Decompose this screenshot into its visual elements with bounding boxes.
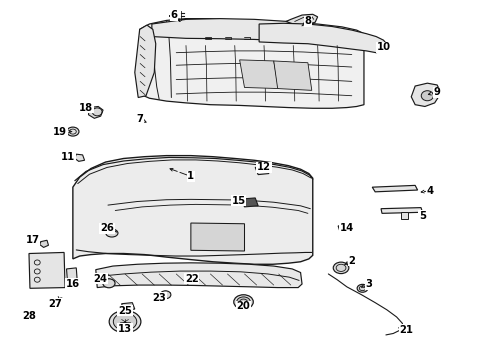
Ellipse shape (236, 297, 250, 307)
Text: 26: 26 (100, 224, 114, 233)
Polygon shape (135, 25, 156, 98)
Polygon shape (410, 83, 439, 107)
Ellipse shape (109, 311, 141, 333)
Ellipse shape (356, 284, 367, 292)
Text: 18: 18 (79, 103, 93, 113)
Ellipse shape (332, 262, 348, 274)
Polygon shape (273, 61, 311, 90)
Text: 15: 15 (231, 196, 245, 206)
Text: 23: 23 (152, 293, 166, 303)
Ellipse shape (233, 295, 253, 309)
Polygon shape (255, 166, 268, 175)
Text: 4: 4 (426, 186, 432, 196)
Ellipse shape (420, 91, 432, 101)
Polygon shape (88, 107, 103, 118)
Polygon shape (400, 212, 407, 219)
Polygon shape (259, 23, 385, 53)
Ellipse shape (102, 279, 115, 288)
Text: 24: 24 (94, 274, 107, 284)
Ellipse shape (113, 313, 137, 330)
Text: 9: 9 (433, 87, 440, 97)
Polygon shape (285, 14, 317, 25)
Polygon shape (239, 60, 278, 89)
Text: 28: 28 (22, 311, 36, 320)
Text: 7: 7 (136, 114, 143, 124)
Polygon shape (66, 268, 78, 288)
Polygon shape (152, 19, 363, 45)
Polygon shape (96, 263, 302, 288)
Polygon shape (241, 198, 258, 207)
Text: 11: 11 (61, 152, 75, 162)
Text: 13: 13 (118, 324, 132, 334)
Text: 3: 3 (365, 279, 371, 289)
Text: 25: 25 (118, 306, 132, 316)
Polygon shape (40, 240, 48, 247)
Text: 10: 10 (376, 42, 390, 52)
Text: 27: 27 (48, 299, 62, 309)
Text: 21: 21 (399, 325, 412, 335)
Text: 1: 1 (187, 171, 194, 181)
Text: 19: 19 (53, 127, 67, 136)
Polygon shape (140, 19, 363, 108)
Polygon shape (75, 154, 84, 161)
Text: 22: 22 (184, 274, 198, 284)
Ellipse shape (67, 127, 79, 136)
Text: 6: 6 (170, 10, 177, 20)
Polygon shape (371, 185, 417, 192)
Ellipse shape (160, 291, 170, 299)
Text: 8: 8 (304, 17, 311, 27)
Polygon shape (337, 225, 352, 232)
Polygon shape (73, 156, 312, 264)
Text: 14: 14 (339, 224, 353, 233)
Text: 12: 12 (257, 162, 270, 172)
Text: 2: 2 (347, 256, 354, 266)
Polygon shape (380, 208, 422, 213)
Text: 16: 16 (66, 279, 80, 289)
Polygon shape (122, 303, 135, 310)
Text: 5: 5 (418, 211, 425, 221)
Polygon shape (190, 223, 244, 251)
Polygon shape (29, 252, 65, 288)
Text: 17: 17 (25, 235, 40, 245)
Text: 20: 20 (236, 301, 250, 311)
Ellipse shape (105, 229, 118, 237)
